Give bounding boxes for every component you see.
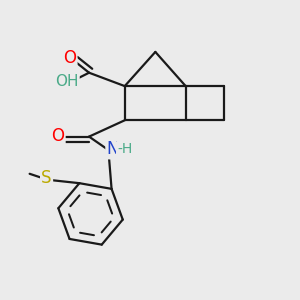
Text: O: O bbox=[63, 50, 76, 68]
Text: O: O bbox=[51, 127, 64, 145]
Text: N: N bbox=[106, 140, 119, 158]
Text: OH: OH bbox=[55, 74, 79, 89]
Text: -H: -H bbox=[117, 142, 132, 156]
Text: S: S bbox=[41, 169, 52, 187]
